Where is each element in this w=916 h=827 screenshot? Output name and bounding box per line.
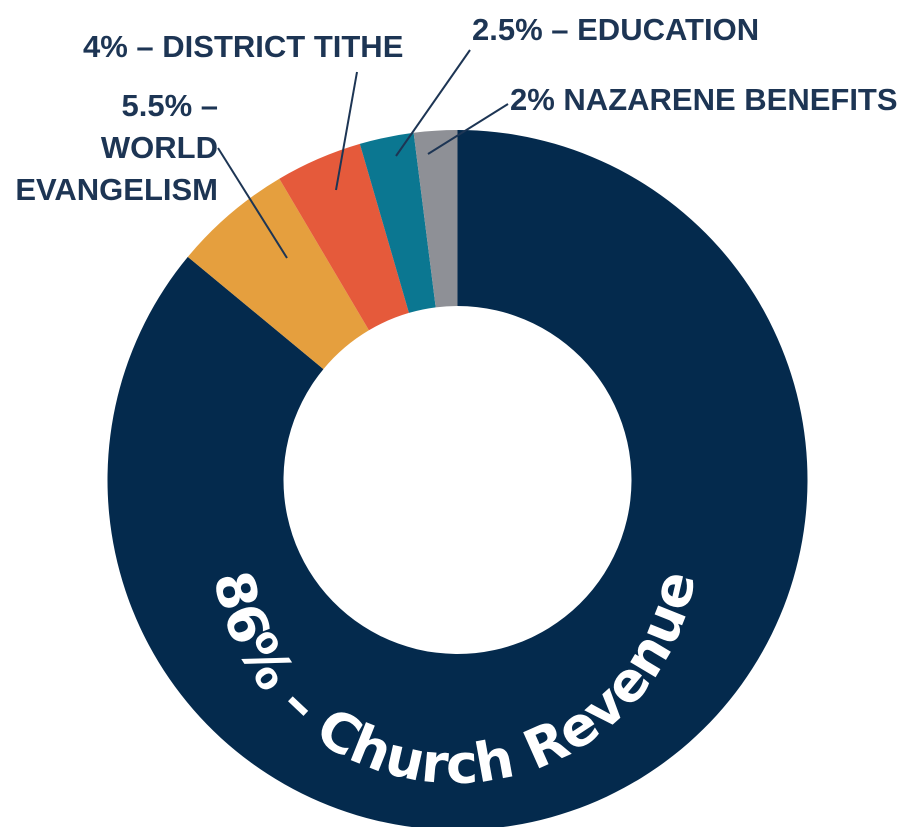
- slice-label-line: 2.5% – EDUCATION: [472, 12, 759, 47]
- leader-line-world-evangelism: [217, 147, 288, 259]
- slice-church-revenue: [107, 130, 808, 827]
- slice-label-line: 2% NAZARENE BENEFITS: [510, 82, 898, 117]
- slice-education: [359, 132, 436, 313]
- slice-label-world-evangelism: 5.5% – WORLD EVANGELISM: [15, 88, 218, 207]
- leader-line-nazarene-benefits: [427, 103, 509, 155]
- slice-label-line: WORLD: [101, 130, 218, 165]
- slice-label-nazarene-benefits: 2% NAZARENE BENEFITS: [510, 82, 898, 117]
- slice-label-district-tithe: 4% – DISTRICT TITHE: [83, 29, 403, 64]
- slice-nazarene-benefits: [413, 130, 458, 308]
- slice-label-line: 4% – DISTRICT TITHE: [83, 29, 403, 64]
- leader-lines: [217, 49, 509, 259]
- slice-district-tithe: [279, 143, 409, 331]
- slice-world-evangelism: [187, 178, 369, 370]
- slice-label-line: EVANGELISM: [15, 172, 218, 207]
- slice-label-line: 5.5% –: [121, 88, 218, 123]
- slice-label-education: 2.5% – EDUCATION: [472, 12, 759, 47]
- donut-slices: [107, 130, 808, 827]
- slice-labels: 5.5% – WORLD EVANGELISM 4% – DISTRICT TITHE…: [15, 12, 897, 207]
- leader-line-education: [395, 49, 471, 157]
- leader-line-district-tithe: [335, 71, 358, 191]
